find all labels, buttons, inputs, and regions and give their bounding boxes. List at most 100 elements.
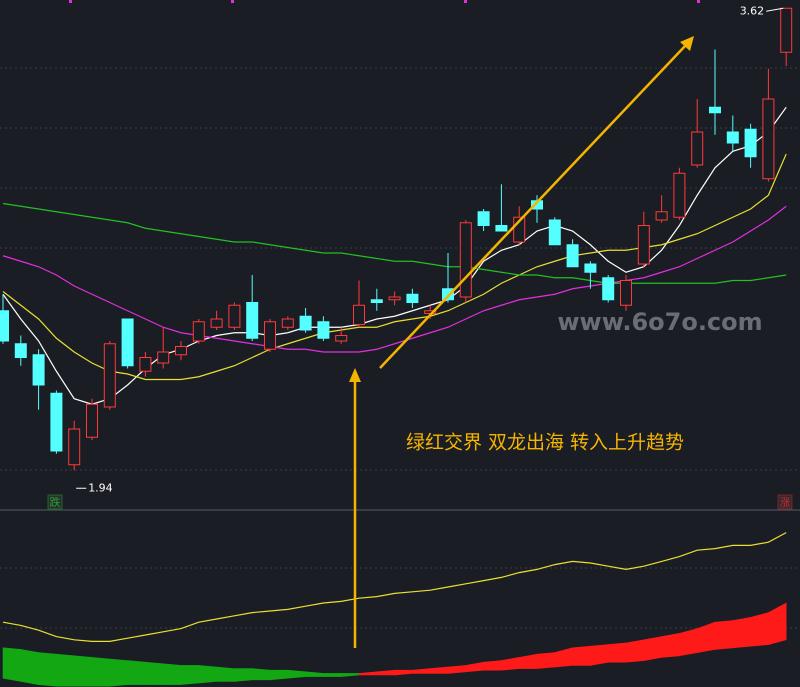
candle-body — [139, 357, 152, 372]
band-segment — [251, 668, 271, 681]
band-segment — [127, 660, 146, 685]
band-segment — [20, 649, 39, 685]
candle-body — [353, 304, 365, 325]
candle-body — [548, 219, 561, 246]
candle-body — [192, 321, 205, 342]
candle-body — [299, 315, 312, 331]
marker — [231, 0, 234, 3]
candle-body — [281, 318, 294, 328]
band-segment — [162, 663, 182, 685]
ma-line — [2, 205, 787, 353]
band-segment — [56, 653, 75, 687]
candle-body — [762, 98, 775, 180]
band-segment — [625, 639, 645, 663]
badge: 涨 — [780, 496, 791, 509]
band-segment — [590, 644, 609, 666]
candle-body — [780, 7, 793, 53]
plot: 3.62 1.94 跌 涨 — [0, 4, 793, 687]
band-segment — [607, 642, 627, 663]
band-segment — [679, 628, 698, 657]
band-segment — [198, 665, 217, 684]
band-segment — [323, 673, 342, 677]
candle-body — [673, 172, 686, 218]
candle-body — [459, 222, 472, 298]
band-segment — [643, 636, 662, 661]
ma-line — [2, 202, 787, 284]
indicator-line — [2, 532, 787, 642]
candle-body — [495, 225, 508, 232]
candle-body — [175, 346, 187, 356]
watermark: www.6o7o.com — [557, 308, 762, 336]
min-label: 1.94 — [88, 481, 113, 494]
candle-body — [691, 131, 704, 166]
badge: 跌 — [50, 495, 61, 509]
band-segment — [91, 657, 111, 687]
ma-line — [2, 106, 787, 405]
candle-body — [513, 216, 526, 243]
candle-body — [210, 318, 223, 328]
arrows — [349, 36, 694, 648]
candle-body — [655, 211, 668, 221]
candle-body — [388, 296, 401, 301]
band-segment — [750, 612, 769, 647]
max-label: 3.62 — [740, 4, 765, 17]
candle-body — [103, 343, 116, 408]
grid — [0, 67, 800, 629]
candle-body — [477, 211, 490, 226]
max-pointer — [766, 7, 784, 12]
band-segment — [536, 652, 556, 669]
ma-line — [2, 153, 787, 381]
band-segment — [145, 661, 164, 685]
candle-body — [264, 321, 276, 350]
band-segment — [180, 665, 200, 685]
candle-body — [442, 288, 454, 301]
candle-body — [228, 304, 241, 328]
arrow-shaft — [379, 44, 687, 369]
candle-body — [50, 392, 63, 452]
candle-body — [32, 354, 45, 386]
candle-body — [637, 225, 650, 265]
candle-body — [317, 321, 330, 339]
band-segment — [109, 658, 128, 687]
arrow-head — [680, 36, 694, 51]
candle-body — [602, 277, 615, 301]
band-segment — [234, 668, 253, 682]
candle-body — [157, 351, 170, 364]
candle-body — [68, 428, 81, 466]
badge-box — [47, 494, 63, 510]
candle-body — [86, 403, 98, 438]
band-segment — [38, 652, 57, 687]
band-segment — [661, 633, 680, 658]
candle-body — [584, 263, 597, 273]
band-segment — [287, 669, 306, 679]
band-segment — [73, 655, 93, 687]
candle-body — [709, 106, 721, 114]
candle-body — [14, 343, 27, 358]
marker — [69, 0, 72, 3]
band-segment — [732, 617, 751, 649]
band-segment — [768, 602, 787, 645]
candle-body — [370, 299, 383, 303]
band-segment — [483, 660, 502, 671]
band-segment — [447, 665, 467, 674]
candle-body — [406, 293, 419, 303]
annotation: 绿红交界 双龙出海 转入上升趋势 — [406, 432, 684, 454]
candle-body — [744, 128, 757, 158]
band-segment — [216, 666, 235, 682]
band-segment — [2, 647, 22, 682]
candle-body — [566, 244, 579, 268]
candle-body — [335, 335, 348, 342]
marker — [697, 0, 700, 3]
arrow-head — [349, 368, 361, 382]
band-segment — [269, 669, 289, 681]
candle-body — [246, 302, 259, 339]
band-segment — [572, 645, 591, 666]
candle-body — [121, 318, 134, 367]
candle-body — [726, 131, 739, 144]
top-markers — [69, 0, 700, 3]
marker — [464, 0, 467, 3]
badge-box — [777, 494, 793, 510]
